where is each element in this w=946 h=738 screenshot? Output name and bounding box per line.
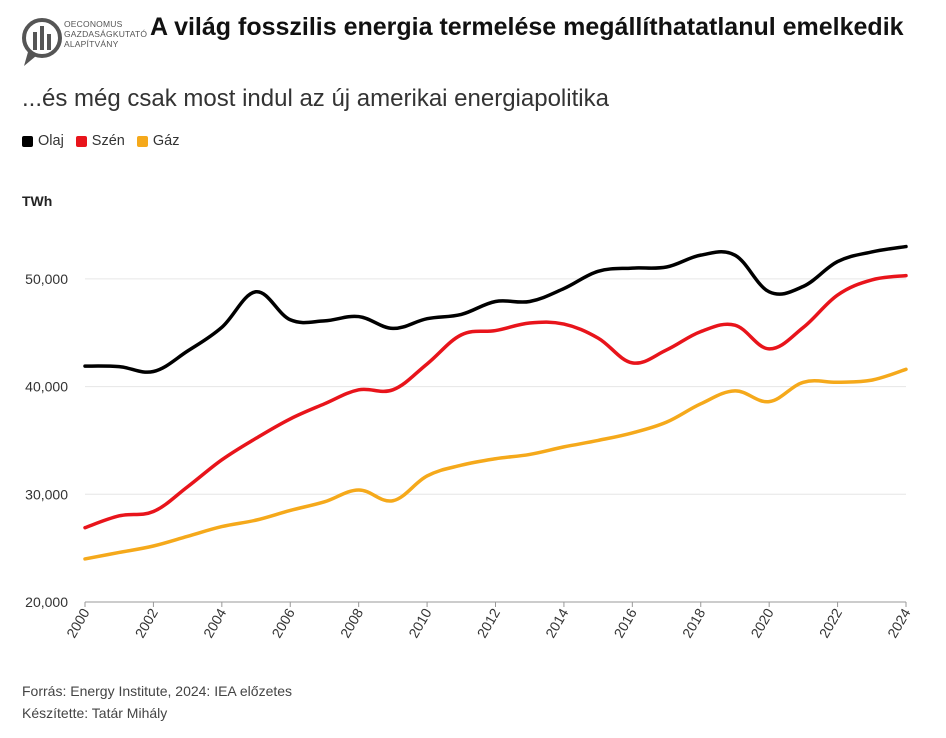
logo-line-2: GAZDASÁGKUTATÓ [64,29,148,39]
x-tick-label: 2012 [474,605,504,640]
logo-text: OECONOMUS GAZDASÁGKUTATÓ ALAPÍTVÁNY [64,19,147,49]
logo: OECONOMUS GAZDASÁGKUTATÓ ALAPÍTVÁNY [22,12,147,68]
y-tick-label: 20,000 [25,594,68,610]
legend-item-gaz: Gáz [136,133,180,149]
legend: Olaj Szén Gáz [22,133,179,149]
y-axis-unit: TWh [22,193,53,209]
legend-label-szen: Szén [91,133,125,149]
y-tick-label: 50,000 [25,271,68,287]
logo-icon [22,18,62,66]
logo-line-1: OECONOMUS [64,19,123,29]
x-tick-labels: 2000 2002 2004 2006 2008 2010 2012 2014 2016 2018… [63,605,914,640]
y-tick-label: 30,000 [25,486,68,502]
x-tick-label: 2022 [816,605,846,640]
legend-item-olaj: Olaj [22,133,64,149]
x-tick-label: 2008 [337,605,367,640]
x-tick-label: 2014 [542,605,572,640]
series-lines [83,244,908,561]
legend-swatch-olaj [22,135,33,147]
footer: Forrás: Energy Institute, 2024: IEA előz… [22,680,292,724]
series-line-szén [83,273,908,530]
x-tick-label: 2016 [610,605,640,640]
chart-subtitle: ...és még csak most indul az új amerikai… [22,85,609,112]
x-tick-label: 2002 [132,605,162,640]
x-tick-label: 2010 [405,605,435,640]
legend-item-szen: Szén [75,133,125,149]
legend-label-gaz: Gáz [152,133,180,149]
x-tick-label: 2020 [747,605,777,640]
x-tick-label: 2018 [679,605,709,640]
source-text: Forrás: Energy Institute, 2024: IEA előz… [22,683,293,699]
x-tick-label: 2000 [63,605,93,640]
x-tick-label: 2004 [200,605,230,640]
legend-label-olaj: Olaj [38,133,64,149]
x-tick-label: 2006 [268,605,298,640]
x-tick-label: 2024 [884,605,914,640]
legend-swatch-szen [75,135,87,147]
author-text: Készítette: Tatár Mihály [22,705,168,721]
grid-lines [84,278,907,607]
y-tick-labels: 20,000 30,000 40,000 50,000 [25,271,68,610]
y-tick-label: 40,000 [25,379,68,395]
series-line-gáz [83,367,908,561]
series-line-olaj [83,244,908,374]
logo-line-3: ALAPÍTVÁNY [64,39,119,49]
chart-title: A világ fosszilis energia termelése megá… [150,13,904,41]
legend-swatch-gaz [136,135,148,147]
